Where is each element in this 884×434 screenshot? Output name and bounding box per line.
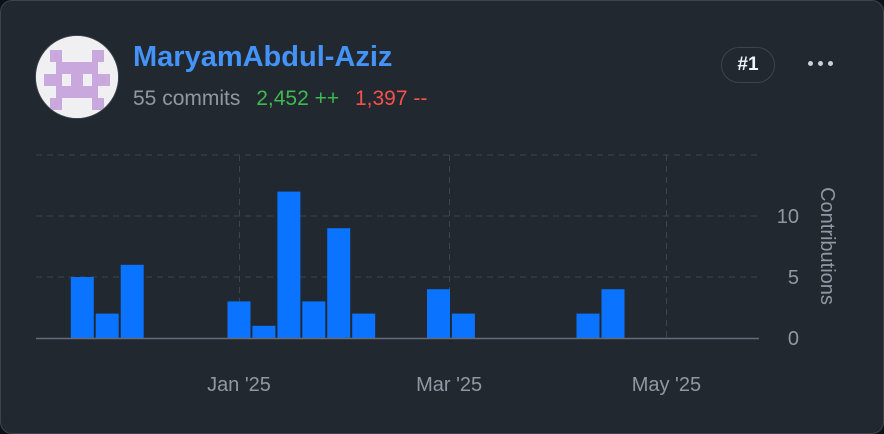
- contributor-stats: 55 commits 2,452 ++ 1,397 --: [133, 87, 437, 111]
- x-tick-label: Mar '25: [416, 374, 482, 396]
- bar: [576, 313, 600, 338]
- x-tick-label: May '25: [632, 374, 701, 396]
- y-axis-title: Contributions: [816, 187, 838, 305]
- y-tick-label: 10: [777, 206, 799, 228]
- rank-badge: #1: [721, 47, 775, 83]
- bar: [302, 301, 326, 338]
- additions-count: 2,452 ++: [256, 87, 340, 110]
- bar: [95, 313, 119, 338]
- y-tick-label: 0: [788, 328, 799, 350]
- bar: [227, 301, 251, 338]
- bar: [451, 313, 475, 338]
- more-options-icon[interactable]: [799, 51, 841, 75]
- bar: [427, 289, 450, 338]
- user-avatar[interactable]: [35, 35, 119, 119]
- bar: [327, 228, 351, 338]
- commit-count-link[interactable]: 55 commits: [133, 87, 241, 110]
- deletions-count: 1,397 --: [354, 87, 428, 110]
- bar: [70, 277, 94, 338]
- contributor-name-link[interactable]: MaryamAbdul-Aziz: [133, 41, 393, 73]
- bar: [120, 264, 144, 338]
- bar: [352, 313, 376, 338]
- bar: [277, 191, 301, 338]
- bar: [252, 325, 276, 338]
- bar: [601, 289, 625, 338]
- y-tick-label: 5: [788, 267, 799, 289]
- identicon-icon: [36, 36, 118, 118]
- x-tick-label: Jan '25: [207, 374, 271, 396]
